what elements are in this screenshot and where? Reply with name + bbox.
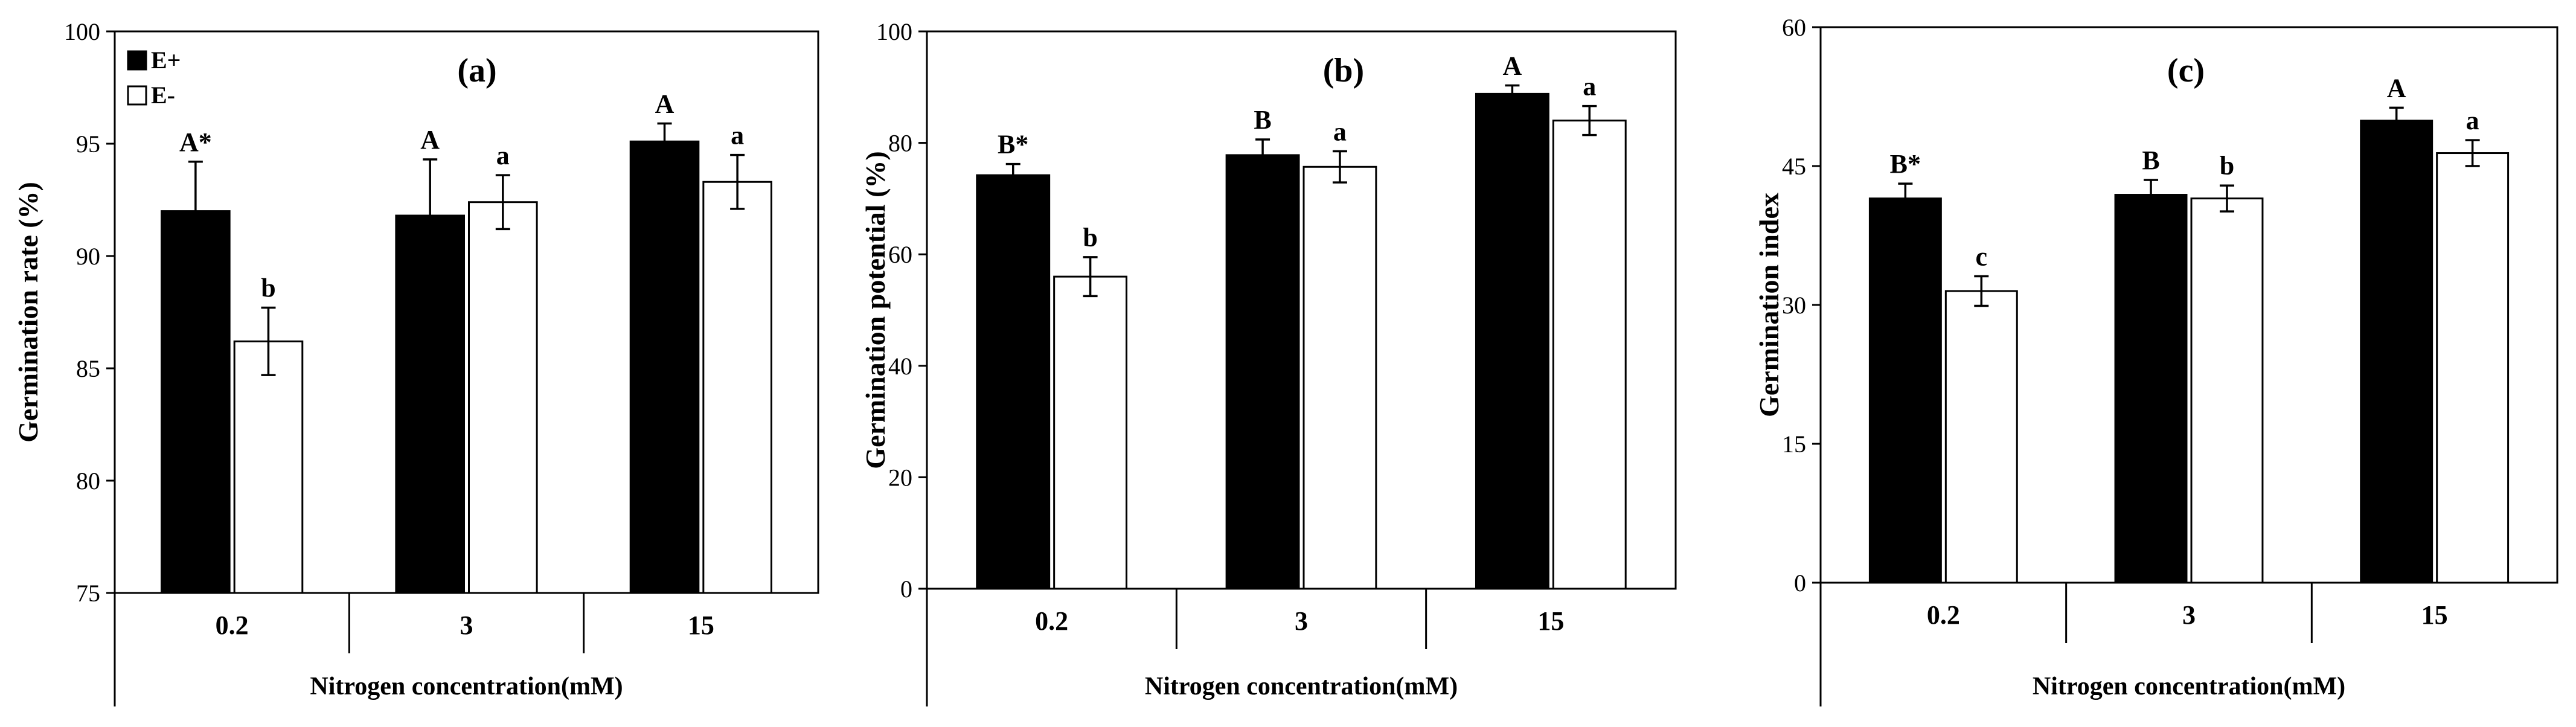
bar-e-minus: [1053, 275, 1128, 590]
y-tick-label: 100: [64, 18, 100, 45]
y-tick-label: 80: [76, 467, 100, 495]
bar-e-minus: [2190, 197, 2264, 584]
x-tick-label: 0.2: [1035, 606, 1068, 636]
y-tick-label: 100: [876, 18, 912, 45]
x-tick-label: 15: [1537, 606, 1564, 636]
significance-label: a: [1583, 72, 1596, 101]
bar-e-minus: [233, 340, 304, 594]
y-tick-label: 40: [888, 353, 912, 380]
y-tick-label: 60: [1782, 14, 1806, 41]
chart-panel-3: 0 15 30 45 60 0.2 3 15 B* c B b Aa (c) Germination ind…: [1754, 14, 2558, 706]
bar-e-plus: [976, 174, 1051, 590]
x-tick-label: 15: [688, 610, 714, 640]
significance-label: A: [2387, 73, 2406, 103]
bar-e-minus: [702, 181, 772, 594]
y-tick-label: 15: [1782, 431, 1806, 458]
significance-label: c: [1976, 242, 1988, 271]
significance-label: a: [2466, 106, 2479, 135]
significance-label: B: [2142, 146, 2159, 175]
legend-label: E-: [151, 82, 175, 109]
x-tick-label: 0.2: [216, 610, 249, 640]
y-tick-label: 0: [900, 575, 912, 603]
bar-e-plus: [1475, 92, 1549, 590]
legend-swatch: [127, 85, 147, 106]
significance-label: a: [496, 141, 510, 170]
x-axis-label: Nitrogen concentration(mM): [1145, 673, 1458, 700]
significance-label: b: [1083, 223, 1097, 252]
bar-e-minus: [2436, 152, 2510, 584]
y-tick-label: 0: [1794, 569, 1806, 597]
significance-label: b: [2220, 151, 2234, 181]
x-tick-label: 3: [2182, 600, 2196, 630]
bar-e-minus: [1944, 290, 2018, 584]
x-tick-label: 3: [460, 610, 473, 640]
bar-e-plus: [2360, 120, 2433, 584]
bar-e-plus: [161, 210, 231, 594]
significance-label: B*: [1890, 149, 1921, 179]
bar-e-minus: [1552, 120, 1627, 590]
significance-label: A: [1503, 51, 1522, 81]
significance-label: A: [420, 125, 440, 155]
significance-label: a: [1333, 117, 1347, 146]
panel-title: (c): [2167, 52, 2205, 89]
y-axis-label: Germination index: [1754, 193, 1784, 417]
y-tick-label: 95: [76, 130, 100, 158]
bar-e-plus: [1868, 197, 1942, 584]
x-tick-label: 3: [1295, 606, 1308, 636]
y-axis-label: Germination rate (%): [13, 182, 43, 443]
bar-e-plus: [1225, 154, 1300, 590]
bar-e-plus: [629, 140, 700, 594]
panel-title: (b): [1323, 52, 1364, 89]
y-tick-label: 90: [76, 243, 100, 270]
y-tick-label: 20: [888, 464, 912, 491]
y-tick-label: 85: [76, 355, 100, 382]
significance-label: a: [731, 121, 744, 150]
significance-label: B: [1254, 105, 1271, 135]
bar-e-minus: [468, 201, 538, 594]
x-tick-label: 15: [2421, 600, 2448, 630]
significance-label: A: [655, 89, 674, 119]
significance-label: A*: [179, 127, 212, 157]
legend-label: E+: [151, 46, 181, 74]
significance-label: b: [261, 274, 275, 303]
y-tick-label: 45: [1782, 153, 1806, 180]
chart-panel-1: 75 80 85 90 95 100 0.2 3 15 A* b Aa Aa (a) Germination…: [13, 18, 819, 706]
y-tick-label: 30: [1782, 292, 1806, 319]
y-tick-label: 60: [888, 241, 912, 268]
panel-title: (a): [457, 52, 496, 89]
x-axis-label: Nitrogen concentration(mM): [2033, 673, 2345, 700]
x-axis-label: Nitrogen concentration(mM): [310, 673, 623, 700]
y-tick-label: 80: [888, 130, 912, 157]
bar-e-plus: [2114, 194, 2188, 584]
y-tick-label: 75: [76, 580, 100, 607]
significance-label: B*: [998, 130, 1028, 159]
chart-panel-2: 0 20 40 60 80 100 0.2 3 15 B* b B a Aa (b) Germination …: [860, 18, 1677, 706]
bar-e-minus: [1302, 165, 1377, 590]
y-axis-label: Germination potential (%): [860, 151, 891, 469]
legend-swatch: [127, 50, 147, 71]
x-tick-label: 0.2: [1927, 600, 1960, 630]
